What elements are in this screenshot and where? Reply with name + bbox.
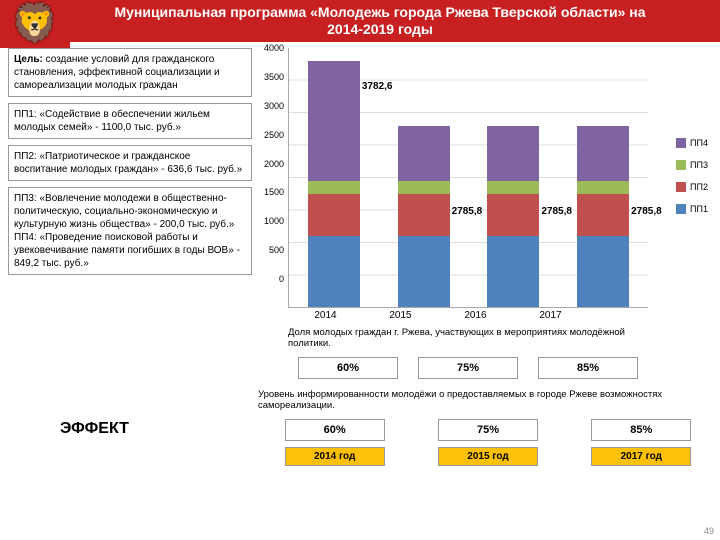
segment [308, 61, 360, 181]
bar-2016: 2785,8 [487, 126, 539, 307]
percent-box: 60% [285, 419, 385, 441]
x-label: 2017 [525, 310, 577, 321]
legend-label: ПП3 [690, 160, 708, 170]
lion-icon: 🦁 [11, 2, 58, 46]
x-label: 2015 [375, 310, 427, 321]
legend-label: ПП1 [690, 204, 708, 214]
segment [487, 181, 539, 194]
effect-label: ЭФФЕКТ [60, 420, 129, 438]
percent-box: 75% [418, 357, 518, 379]
percent-box: 60% [298, 357, 398, 379]
segment [308, 181, 360, 194]
year-box: 2014 год [285, 447, 385, 466]
chart-legend: ПП4 ПП3 ПП2 ПП1 [676, 138, 708, 226]
percent-box: 75% [438, 419, 538, 441]
pp1-box: ПП1: «Содействие в обеспечении жильем мо… [8, 103, 252, 139]
chart-plot: 3782,62785,82785,82785,8 [288, 48, 648, 308]
segment [308, 236, 360, 308]
bar-2015: 2785,8 [398, 126, 450, 307]
legend-label: ПП2 [690, 182, 708, 192]
y-tick: 0 [258, 274, 288, 303]
chart-region: 05001000150020002500300035004000 3782,62… [258, 48, 712, 379]
year-row: 2014 год 2015 год 2017 год [258, 447, 718, 466]
percent-row-1: 60% 75% 85% [288, 357, 648, 379]
bar-value-label: 3782,6 [362, 81, 393, 92]
segment [577, 236, 629, 308]
legend-swatch [676, 138, 686, 148]
y-tick: 500 [258, 245, 288, 274]
goal-label: Цель: [14, 54, 43, 65]
segment [308, 194, 360, 235]
percent-box: 85% [538, 357, 638, 379]
legend-item: ПП4 [676, 138, 708, 148]
segment [398, 181, 450, 194]
segment [398, 126, 450, 181]
y-tick: 3500 [258, 72, 288, 101]
y-tick: 2000 [258, 159, 288, 188]
legend-item: ПП2 [676, 182, 708, 192]
segment [577, 194, 629, 235]
bar-2014: 3782,6 [308, 61, 360, 307]
year-box: 2017 год [591, 447, 691, 466]
legend-item: ПП3 [676, 160, 708, 170]
bar-value-label: 2785,8 [541, 206, 572, 217]
bar-value-label: 2785,8 [452, 206, 483, 217]
y-tick: 1000 [258, 216, 288, 245]
y-tick: 1500 [258, 187, 288, 216]
segment [487, 236, 539, 308]
y-axis: 05001000150020002500300035004000 [258, 48, 288, 308]
x-axis-labels: 2014 2015 2016 2017 [258, 310, 648, 321]
bar-value-label: 2785,8 [631, 206, 662, 217]
caption-1: Доля молодых граждан г. Ржева, участвующ… [288, 327, 648, 349]
y-tick: 3000 [258, 101, 288, 130]
y-tick: 2500 [258, 130, 288, 159]
y-tick: 4000 [258, 43, 288, 72]
goal-text: создание условий для гражданского станов… [14, 54, 220, 91]
coat-of-arms: 🦁 [0, 0, 70, 48]
pp2-box: ПП2: «Патриотическое и гражданское воспи… [8, 145, 252, 181]
percent-box: 85% [591, 419, 691, 441]
segment [398, 194, 450, 235]
legend-swatch [676, 160, 686, 170]
segment [577, 126, 629, 181]
segment [577, 181, 629, 194]
caption-2: Уровень информированности молодёжи о пре… [258, 389, 718, 411]
legend-swatch [676, 182, 686, 192]
segment [487, 194, 539, 235]
legend-label: ПП4 [690, 138, 708, 148]
left-column: Цель: создание условий для гражданского … [8, 48, 258, 379]
goal-box: Цель: создание условий для гражданского … [8, 48, 252, 97]
page-number: 49 [704, 526, 714, 536]
segment [487, 126, 539, 181]
segment [398, 236, 450, 308]
x-label: 2016 [450, 310, 502, 321]
percent-row-2: 60% 75% 85% [258, 419, 718, 441]
bar-2017: 2785,8 [577, 126, 629, 307]
legend-item: ПП1 [676, 204, 708, 214]
pp3-box: ПП3: «Вовлечение молодежи в общественно-… [8, 187, 252, 275]
page-title: Муниципальная программа «Молодежь города… [0, 0, 720, 42]
year-box: 2015 год [438, 447, 538, 466]
x-label: 2014 [300, 310, 352, 321]
legend-swatch [676, 204, 686, 214]
